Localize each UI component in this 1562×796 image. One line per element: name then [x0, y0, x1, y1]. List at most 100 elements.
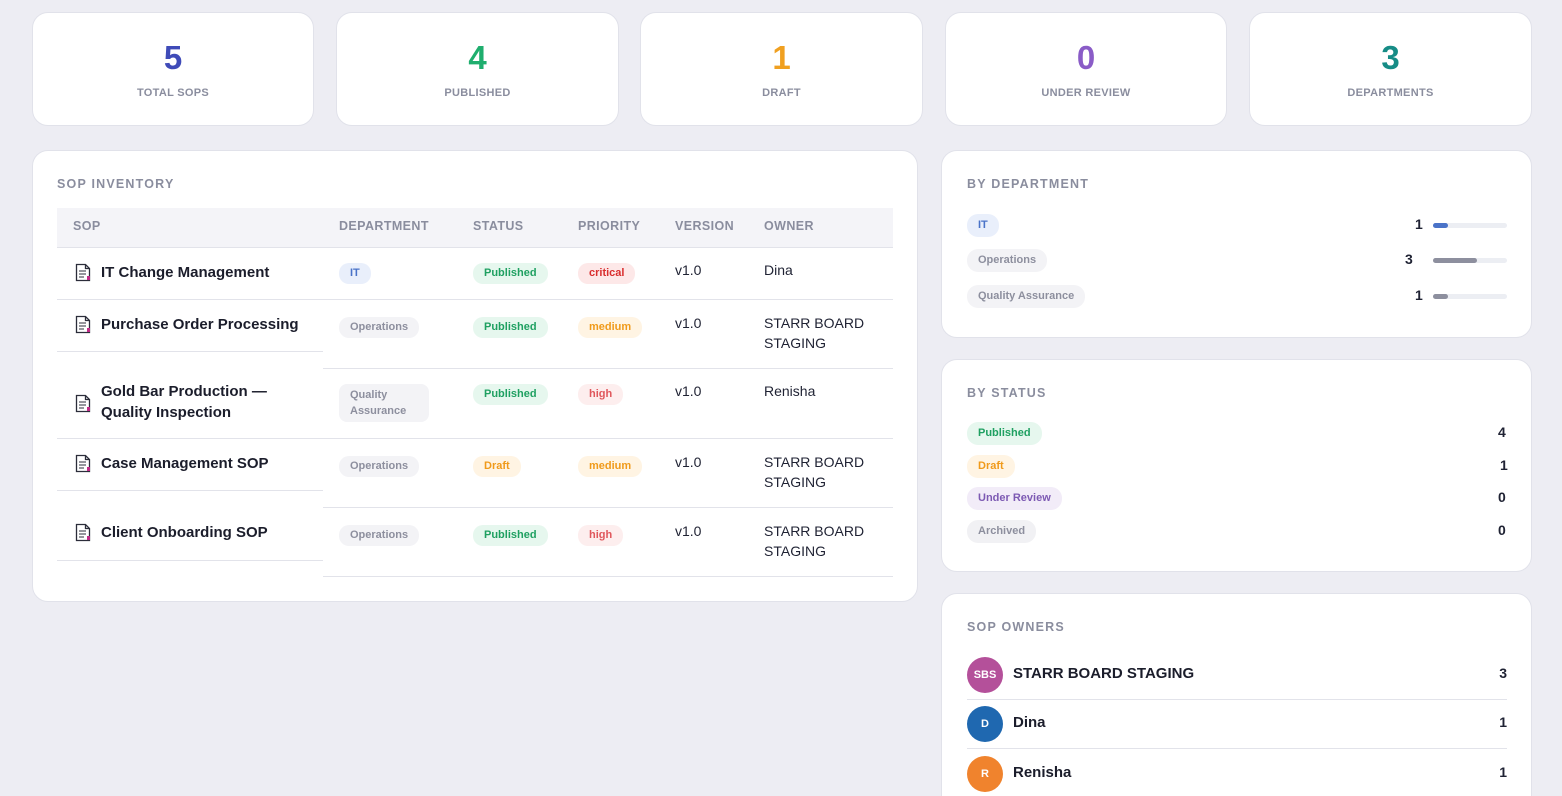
avatar: R: [967, 756, 1003, 792]
department-badge: Operations: [339, 456, 420, 477]
status-count: 4: [1498, 424, 1506, 440]
stat-label: DRAFT: [762, 87, 801, 99]
stat-value: 0: [1076, 39, 1096, 76]
row-divider: [323, 576, 893, 577]
department-bar: [1433, 258, 1507, 263]
stat-card-draft: 1 DRAFT: [640, 12, 923, 126]
department-count: 1: [1415, 287, 1423, 303]
owner-text: STARR BOARD STAGING: [764, 523, 865, 559]
status-count: 0: [1498, 489, 1506, 505]
department-badge: IT: [339, 263, 371, 284]
column-header-sop[interactable]: SOP: [73, 219, 101, 233]
row-divider: [57, 438, 323, 439]
table-row[interactable]: Gold Bar Production — Quality Inspection…: [57, 369, 893, 439]
stat-label: PUBLISHED: [444, 87, 511, 99]
sop-owners-panel: SOP OWNERS SBS STARR BOARD STAGING 3 D D…: [941, 593, 1532, 796]
department-label: IT: [967, 214, 999, 237]
table-row[interactable]: Case Management SOP Operations Draft med…: [57, 439, 893, 508]
status-badge: Published: [473, 384, 548, 405]
status-badge: Published: [473, 263, 548, 284]
document-icon: [75, 315, 91, 334]
table-row[interactable]: IT Change Management IT Published critic…: [57, 248, 893, 300]
sop-name-link[interactable]: IT Change Management: [101, 264, 270, 281]
row-divider: [323, 368, 893, 369]
priority-badge: high: [578, 384, 624, 405]
row-divider: [323, 438, 893, 439]
owner-name: STARR BOARD STAGING: [1013, 665, 1195, 682]
section-title: SOP OWNERS: [967, 620, 1065, 634]
department-bar-fill: [1433, 294, 1448, 299]
status-count: 0: [1498, 522, 1506, 538]
table-row[interactable]: Client Onboarding SOP Operations Publish…: [57, 508, 893, 577]
department-badge: Quality Assurance: [339, 384, 429, 422]
row-divider: [57, 351, 323, 352]
owner-name: Dina: [1013, 714, 1046, 731]
column-header-priority[interactable]: PRIORITY: [578, 219, 641, 233]
table-row[interactable]: Purchase Order Processing Operations Pub…: [57, 300, 893, 369]
stat-card-published: 4 PUBLISHED: [336, 12, 619, 126]
version-text: v1.0: [675, 454, 702, 470]
status-label: Under Review: [967, 487, 1062, 510]
status-count: 1: [1500, 457, 1508, 473]
column-header-version[interactable]: VERSION: [675, 219, 735, 233]
section-title: BY STATUS: [967, 386, 1047, 400]
row-divider: [323, 507, 893, 508]
column-header-owner[interactable]: OWNER: [764, 219, 814, 233]
document-icon: [75, 394, 91, 413]
stat-card-total-sops: 5 TOTAL SOPS: [32, 12, 314, 126]
row-divider: [57, 490, 323, 491]
department-bar-fill: [1433, 223, 1448, 228]
status-label: Archived: [967, 520, 1037, 543]
column-header-department[interactable]: DEPARTMENT: [339, 219, 429, 233]
department-bar: [1433, 223, 1507, 228]
version-text: v1.0: [675, 523, 702, 539]
stat-card-under-review: 0 UNDER REVIEW: [945, 12, 1227, 126]
stat-label: UNDER REVIEW: [1041, 87, 1131, 99]
priority-badge: critical: [578, 263, 636, 284]
department-label: Operations: [967, 249, 1048, 272]
stat-label: TOTAL SOPS: [136, 87, 210, 99]
status-badge: Published: [473, 525, 548, 546]
row-divider: [57, 560, 323, 561]
owner-row[interactable]: R Renisha 1: [967, 750, 1507, 796]
department-bar: [1433, 294, 1507, 299]
sop-name-link[interactable]: Gold Bar Production — Quality Inspection: [101, 383, 267, 421]
document-icon: [75, 263, 91, 282]
version-text: v1.0: [675, 383, 702, 399]
department-badge: Operations: [339, 525, 420, 546]
status-label: Published: [967, 422, 1042, 445]
owner-text: STARR BOARD STAGING: [764, 315, 865, 351]
priority-badge: high: [578, 525, 624, 546]
department-badge: Operations: [339, 317, 420, 338]
priority-badge: medium: [578, 317, 643, 338]
sop-name-link[interactable]: Client Onboarding SOP: [101, 524, 268, 541]
owner-row[interactable]: SBS STARR BOARD STAGING 3: [967, 651, 1507, 700]
owner-count: 1: [1499, 714, 1507, 730]
sop-name-link[interactable]: Purchase Order Processing: [101, 316, 299, 333]
department-bar-fill: [1433, 258, 1478, 263]
owner-count: 1: [1499, 764, 1507, 780]
sop-name-link[interactable]: Case Management SOP: [101, 455, 269, 472]
row-divider: [967, 748, 1507, 749]
version-text: v1.0: [675, 262, 702, 278]
department-count: 3: [1405, 251, 1413, 267]
stat-value: 5: [163, 39, 183, 76]
section-title: SOP INVENTORY: [57, 177, 175, 191]
stat-value: 1: [772, 39, 791, 76]
document-icon: [75, 454, 91, 473]
avatar: D: [967, 706, 1003, 742]
by-status-panel: BY STATUS Published 4 Draft 1 Under Revi…: [941, 359, 1532, 572]
version-text: v1.0: [675, 315, 702, 331]
stat-value: 3: [1381, 39, 1400, 76]
stat-label: DEPARTMENTS: [1347, 87, 1434, 99]
department-count: 1: [1415, 216, 1423, 232]
row-divider: [967, 699, 1507, 700]
status-label: Draft: [967, 455, 1015, 478]
owner-count: 3: [1499, 665, 1507, 681]
column-header-status[interactable]: STATUS: [473, 219, 524, 233]
sop-inventory-panel: SOP INVENTORY SOP DEPARTMENT STATUS PRIO…: [32, 150, 918, 602]
owner-name: Renisha: [1013, 764, 1072, 781]
owner-row[interactable]: D Dina 1: [967, 700, 1507, 749]
row-divider: [57, 299, 323, 300]
department-label: Quality Assurance: [967, 285, 1086, 308]
